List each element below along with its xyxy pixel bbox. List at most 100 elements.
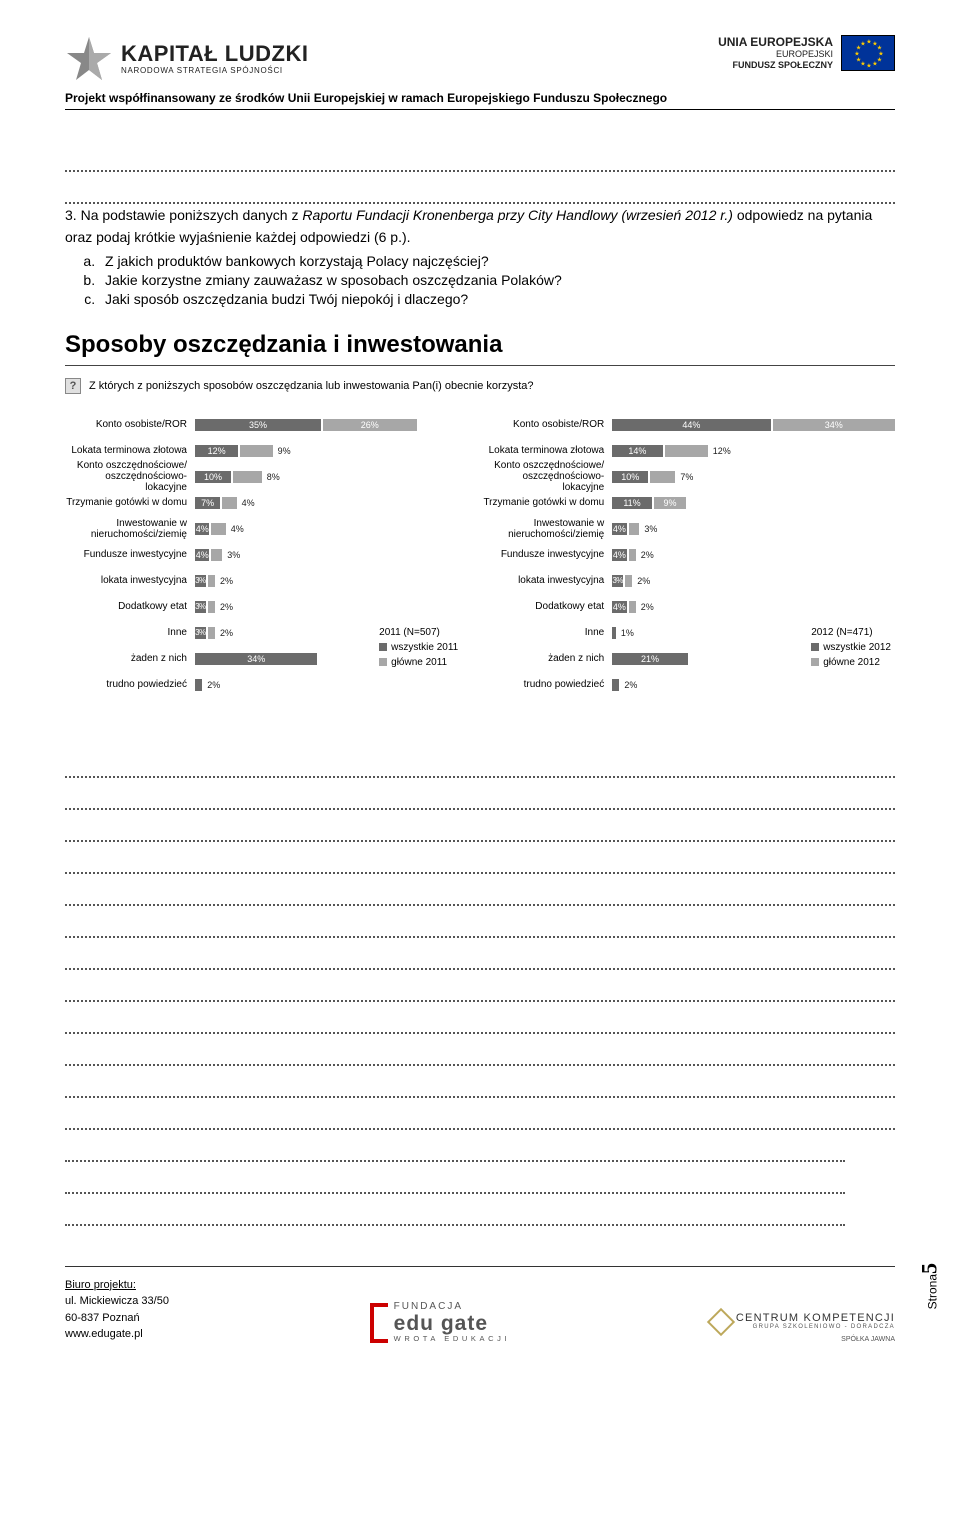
bar-series1: 4%	[612, 523, 626, 535]
bar-series2	[650, 471, 675, 483]
chart-row: Konto osobiste/ROR44%34%	[482, 412, 895, 438]
bracket-icon	[370, 1303, 388, 1343]
legend-title: 2011 (N=507)	[379, 625, 458, 640]
swatch-icon	[379, 658, 387, 666]
bar-series1: 4%	[195, 549, 209, 561]
bar-series2	[665, 445, 708, 457]
answer-lines	[65, 746, 895, 1226]
chart-row-bars: 35%26%	[195, 419, 462, 431]
chart-row-label: Fundusze inwestycyjne	[65, 549, 195, 560]
chart-row-label: lokata inwestycyjna	[482, 575, 612, 586]
bar-series1: 10%	[195, 471, 231, 483]
answer-line	[65, 1194, 845, 1226]
bar-series1: 35%	[195, 419, 321, 431]
chart-row-label: Konto osobiste/ROR	[65, 419, 195, 430]
chart-row-label: Inne	[65, 627, 195, 638]
bar-series2	[629, 601, 636, 613]
chart-row: Fundusze inwestycyjne4% 3%	[65, 542, 462, 568]
page-footer: Biuro projektu: ul. Mickiewicza 33/50 60…	[65, 1266, 895, 1343]
footer-addr2: 60-837 Poznań	[65, 1312, 140, 1324]
chart-row-label: trudno powiedzieć	[65, 679, 195, 690]
chart-title: Sposoby oszczędzania i inwestowania	[65, 331, 895, 359]
chart-row-label: Konto oszczędnościowe/ oszczędnościowo-l…	[482, 460, 612, 493]
eu-line1: UNIA EUROPEJSKA	[718, 35, 833, 49]
bar-value: 2%	[624, 680, 637, 690]
question-intro-italic: Raportu Fundacji Kronenberga przy City H…	[302, 207, 733, 223]
bar-value: 7%	[680, 472, 693, 482]
bar-value: 2%	[220, 628, 233, 638]
chart-row-bars: 4%4%	[195, 523, 462, 535]
bar-series2	[211, 549, 222, 561]
bar-value: 3%	[227, 550, 240, 560]
chart-row-label: Inwestowanie w nieruchomości/ziemię	[65, 518, 195, 540]
answer-line	[65, 140, 895, 172]
chart-row-label: Trzymanie gotówki w domu	[482, 497, 612, 508]
bar-value: 2%	[637, 576, 650, 586]
chart-row: Inwestowanie w nieruchomości/ziemię4%4%	[65, 516, 462, 542]
page-header: KAPITAŁ LUDZKI NARODOWA STRATEGIA SPÓJNO…	[65, 35, 895, 83]
chart-row: Inwestowanie w nieruchomości/ziemię4%3%	[482, 516, 895, 542]
chart-row-label: Lokata terminowa złotowa	[65, 445, 195, 456]
chart-2011: Konto osobiste/ROR35%26% Lokata terminowa…	[65, 412, 462, 698]
legend-item: wszystkie 2012	[823, 640, 891, 655]
chart-row: Dodatkowy etat4%2%	[482, 594, 895, 620]
bar-series2: 9%	[654, 497, 686, 509]
bar-series1: 3%	[195, 575, 206, 587]
eu-flag-icon: ★★★★★★★★★★★★	[841, 35, 895, 71]
chart-row: lokata inwestycyjna3%2%	[65, 568, 462, 594]
ck-line3: SPÓŁKA JAWNA	[711, 1336, 895, 1343]
legend-item: wszystkie 2011	[391, 640, 458, 655]
bar-series1: 10%	[612, 471, 648, 483]
footer-addr1: ul. Mickiewicza 33/50	[65, 1295, 169, 1307]
chart-row-bars: 2%	[195, 679, 462, 691]
kl-subtitle: NARODOWA STRATEGIA SPÓJNOŚCI	[121, 67, 308, 75]
page-number-value: 5	[916, 1263, 941, 1274]
chart-row-label: Konto oszczędnościowe/ oszczędnościowo-l…	[65, 460, 195, 493]
question-a: Z jakich produktów bankowych korzystają …	[99, 253, 895, 269]
chart-row: trudno powiedzieć 2%	[65, 672, 462, 698]
chart-row-label: trudno powiedzieć	[482, 679, 612, 690]
answer-line	[65, 1162, 845, 1194]
swatch-icon	[811, 658, 819, 666]
chart-row: Trzymanie gotówki w domu11%9%	[482, 490, 895, 516]
answer-line	[65, 172, 895, 204]
legend-2012: 2012 (N=471) wszystkie 2012 główne 2012	[811, 625, 891, 670]
page-number-label: Strona	[925, 1274, 939, 1309]
bar-value: 2%	[207, 680, 220, 690]
chart-row-label: Inwestowanie w nieruchomości/ziemię	[482, 518, 612, 540]
chart-row-label: Dodatkowy etat	[65, 601, 195, 612]
bar-series1: 3%	[195, 627, 206, 639]
chart-row-label: Dodatkowy etat	[482, 601, 612, 612]
bar-value: 2%	[220, 602, 233, 612]
chart-row-bars: 4%3%	[612, 523, 895, 535]
question-intro: 3. Na podstawie poniższych danych z Rapo…	[65, 204, 895, 249]
legend-item: główne 2012	[823, 655, 880, 670]
eg-line2: edu gate	[394, 1313, 511, 1335]
chart-row: Trzymanie gotówki w domu7%4%	[65, 490, 462, 516]
chart-row: Konto oszczędnościowe/ oszczędnościowo-l…	[65, 464, 462, 490]
header-divider	[65, 109, 895, 110]
chart-row-bars: 14%12%	[612, 445, 895, 457]
chart-row-bars: 10% 7%	[612, 471, 895, 483]
chart-row-label: żaden z nich	[65, 653, 195, 664]
project-subheader: Projekt współfinansowany ze środków Unii…	[65, 91, 895, 105]
question-intro-a: Na podstawie poniższych danych z	[81, 207, 303, 223]
question-number: 3.	[65, 207, 77, 223]
hex-icon	[707, 1308, 735, 1336]
charts-container: Konto osobiste/ROR35%26% Lokata terminowa…	[65, 412, 895, 698]
ck-line2: GRUPA SZKOLENIOWO - DORADCZA	[736, 1324, 895, 1330]
bar-value: 4%	[242, 498, 255, 508]
bar-series1: 4%	[195, 523, 209, 535]
swatch-icon	[379, 643, 387, 651]
chart-row-bars: 3%2%	[195, 601, 462, 613]
bar-series2	[625, 575, 632, 587]
legend-item: główne 2011	[391, 655, 447, 670]
chart-question-text: Z których z poniższych sposobów oszczędz…	[89, 380, 534, 392]
chart-2012: Konto osobiste/ROR44%34%Lokata terminowa…	[482, 412, 895, 698]
chart-row-bars: 11%9%	[612, 497, 895, 509]
bar-value: 2%	[641, 550, 654, 560]
answer-line	[65, 810, 895, 842]
answer-line	[65, 874, 895, 906]
question-b: Jakie korzystne zmiany zauważasz w sposo…	[99, 272, 895, 288]
bar-series2: 34%	[773, 419, 895, 431]
